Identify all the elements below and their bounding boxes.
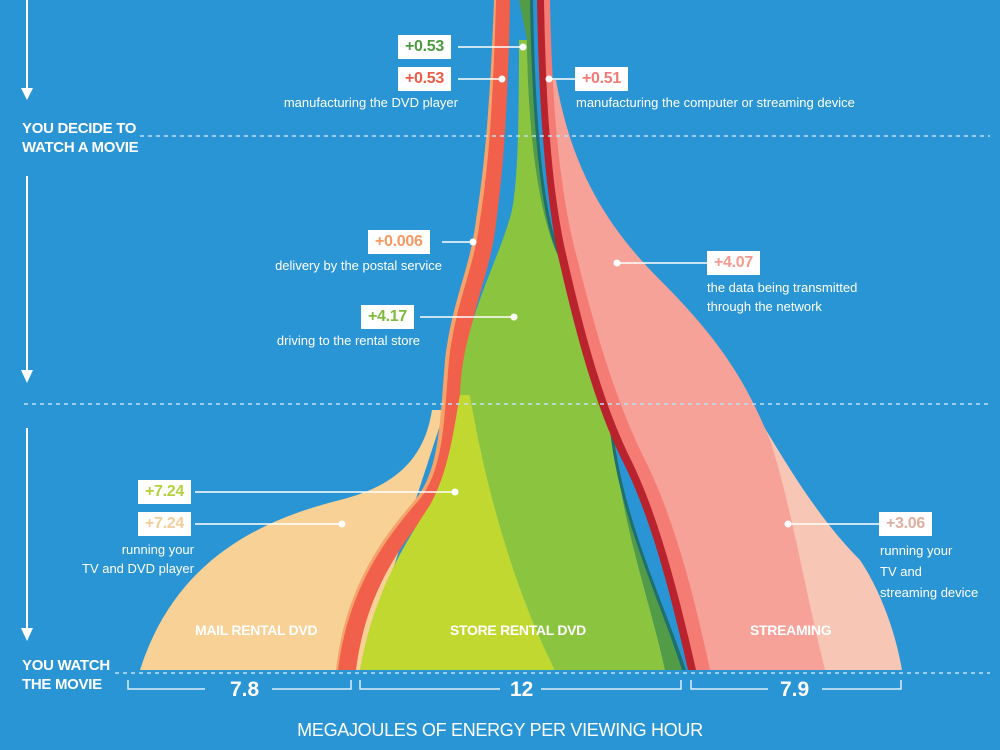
bracket-mail <box>127 680 352 690</box>
value-stream-device: +0.51 <box>575 67 628 91</box>
desc-network: the data being transmitted through the n… <box>707 278 857 316</box>
timeline-arrows <box>21 0 33 641</box>
mail-dvd-player-band <box>338 0 510 670</box>
stage-dividers <box>24 135 990 674</box>
desc-network-line1: the data being transmitted <box>707 280 858 295</box>
stage-label-watch-line1: YOU WATCH <box>22 657 110 674</box>
stream-device-band <box>540 0 710 670</box>
desc-stream-tv-line2: TV and <box>880 564 922 579</box>
value-store-tv: +7.24 <box>138 480 191 504</box>
stream-tv-area <box>760 420 902 670</box>
total-brackets <box>127 680 902 690</box>
desc-network-line2: through the network <box>707 299 822 314</box>
desc-mail-tv: running your TV and DVD player <box>60 540 194 578</box>
value-driving: +4.17 <box>361 305 414 329</box>
axis-title: MEGAJOULES OF ENERGY PER VIEWING HOUR <box>297 720 703 740</box>
desc-stream-tv-line1: running your <box>880 543 953 558</box>
total-streaming: 7.9 <box>780 678 810 701</box>
stage-label-watch: YOU WATCH THE MOVIE <box>22 656 110 694</box>
category-label-streaming: STREAMING <box>750 622 832 638</box>
streaming-flow <box>537 0 902 670</box>
category-label-store: STORE RENTAL DVD <box>450 622 586 638</box>
desc-mail-tv-line1: running your <box>121 542 194 557</box>
value-store-dvd-player: +0.53 <box>398 35 451 59</box>
bracket-store <box>359 680 682 690</box>
arrow-down-icon <box>21 370 33 383</box>
store-tv-area <box>360 395 555 670</box>
stage-label-watch-line2: THE MOVIE <box>22 676 102 693</box>
stream-network-area <box>548 80 825 670</box>
total-mail: 7.8 <box>230 678 260 701</box>
desc-driving: driving to the rental store <box>276 333 420 348</box>
desc-stream-tv-line3: streaming device <box>880 585 979 600</box>
value-stream-tv: +3.06 <box>879 512 932 536</box>
stage-label-decide: YOU DECIDE TO WATCH A MOVIE <box>22 119 139 157</box>
leader-lines <box>195 43 880 528</box>
desc-stream-tv: running your TV and streaming device <box>880 540 978 603</box>
mail-postal-band <box>336 0 500 670</box>
category-label-mail: MAIL RENTAL DVD <box>195 622 318 638</box>
store-rental-flow <box>360 0 686 670</box>
mail-rental-flow <box>140 0 510 670</box>
arrow-down-icon <box>21 88 33 100</box>
total-store: 12 <box>510 678 534 701</box>
value-mail-dvd-player: +0.53 <box>398 67 451 91</box>
store-driving-area <box>460 40 665 670</box>
value-mail-tv: +7.24 <box>138 512 191 536</box>
stage-label-decide-line1: YOU DECIDE TO <box>22 120 137 137</box>
arrow-down-icon <box>21 628 33 641</box>
stage-label-decide-line2: WATCH A MOVIE <box>22 139 139 156</box>
bracket-streaming <box>690 680 902 690</box>
value-network: +4.07 <box>707 251 760 275</box>
desc-mail-tv-line2: TV and DVD player <box>82 561 194 576</box>
desc-mail-dvd-player: manufacturing the DVD player <box>283 95 458 110</box>
desc-postal: delivery by the postal service <box>275 258 442 273</box>
desc-stream-device: manufacturing the computer or streaming … <box>576 95 855 110</box>
value-postal: +0.006 <box>368 230 430 254</box>
